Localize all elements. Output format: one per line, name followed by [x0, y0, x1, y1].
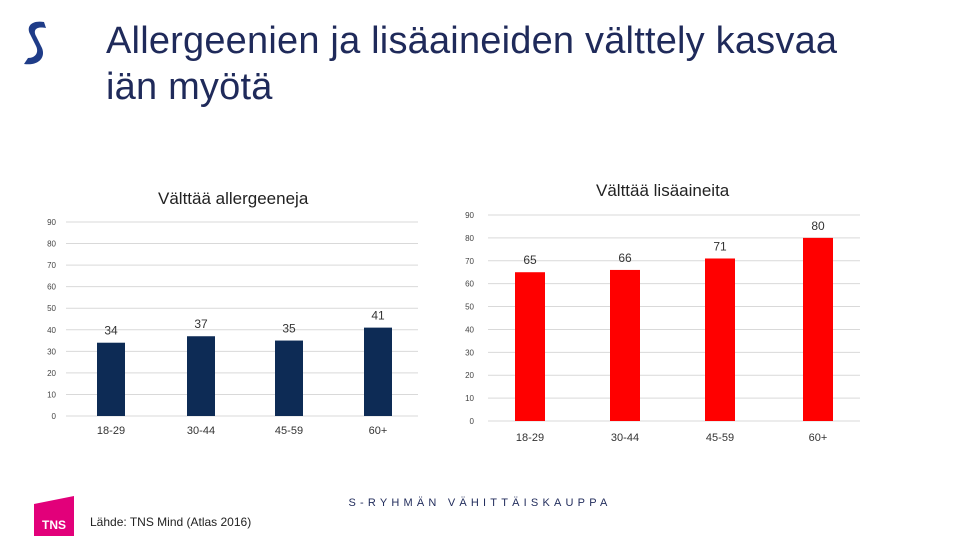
- page-title-line2: iän myötä: [106, 66, 273, 108]
- left-ytick-label: 70: [47, 261, 56, 270]
- chart-left-title: Välttää allergeeneja: [158, 189, 309, 208]
- left-ytick-label: 60: [47, 283, 56, 292]
- s-group-logo-icon: [24, 21, 46, 65]
- page-title: Allergeenien ja lisäaineiden välttely ka…: [106, 18, 926, 110]
- left-category-label: 45-59: [275, 425, 303, 437]
- left-ytick-label: 20: [47, 369, 56, 378]
- left-category-label: 60+: [369, 425, 388, 437]
- left-value-label: 41: [371, 309, 385, 323]
- tns-logo-text: TNS: [42, 518, 66, 532]
- right-ytick-label: 40: [465, 325, 474, 334]
- source-text: Lähde: TNS Mind (Atlas 2016): [90, 515, 252, 529]
- right-value-label: 80: [811, 219, 825, 233]
- right-ytick-label: 70: [465, 257, 474, 266]
- right-ytick-label: 0: [470, 417, 475, 426]
- right-value-label: 66: [618, 251, 632, 265]
- left-category-label: 18-29: [97, 425, 125, 437]
- right-category-label: 18-29: [516, 432, 544, 444]
- right-ytick-label: 10: [465, 394, 474, 403]
- page-title-line1: Allergeenien ja lisäaineiden välttely ka…: [106, 20, 838, 62]
- right-ytick-label: 30: [465, 348, 474, 357]
- left-ytick-label: 0: [52, 412, 57, 421]
- right-ytick-label: 50: [465, 303, 474, 312]
- left-bar: [275, 340, 303, 416]
- left-bar: [97, 342, 125, 416]
- left-category-label: 30-44: [187, 425, 215, 437]
- right-bar: [515, 272, 545, 421]
- left-bar: [187, 336, 215, 416]
- left-ytick-label: 90: [47, 218, 56, 227]
- right-bar: [705, 258, 735, 421]
- right-ytick-label: 20: [465, 371, 474, 380]
- left-ytick-label: 50: [47, 304, 56, 313]
- tns-logo-icon: TNS: [34, 496, 74, 536]
- left-ytick-label: 80: [47, 240, 56, 249]
- left-ytick-label: 40: [47, 326, 56, 335]
- right-value-label: 65: [523, 253, 537, 267]
- left-ytick-label: 10: [47, 390, 56, 399]
- right-ytick-label: 90: [465, 211, 474, 220]
- left-value-label: 37: [194, 317, 208, 331]
- chart-right-title: Välttää lisäaineita: [596, 181, 730, 200]
- left-ytick-label: 30: [47, 347, 56, 356]
- footer-brand-text: S-RYHMÄN VÄHITTÄISKAUPPA: [348, 497, 612, 509]
- left-value-label: 35: [282, 322, 296, 336]
- right-bar: [803, 237, 833, 421]
- left-value-label: 34: [104, 324, 118, 338]
- right-value-label: 71: [713, 239, 727, 253]
- right-ytick-label: 80: [465, 234, 474, 243]
- right-bar: [610, 269, 640, 421]
- right-ytick-label: 60: [465, 280, 474, 289]
- right-category-label: 30-44: [611, 432, 639, 444]
- right-category-label: 60+: [809, 432, 828, 444]
- left-bar: [364, 327, 392, 416]
- right-category-label: 45-59: [706, 432, 734, 444]
